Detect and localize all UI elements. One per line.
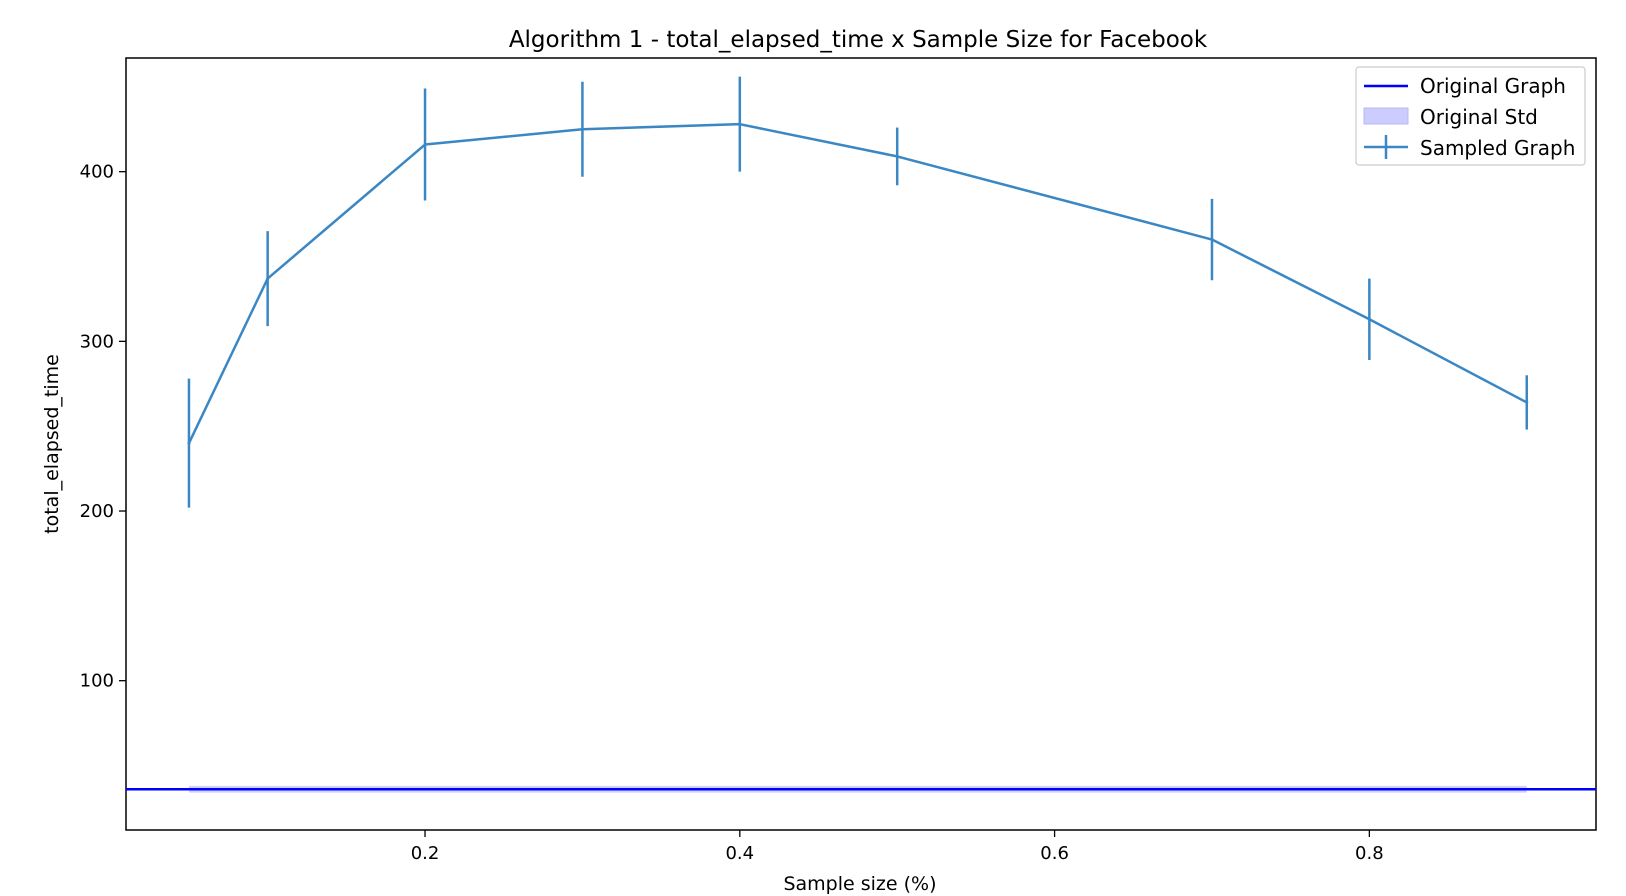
y-tick-label: 200 [80,501,114,522]
sampled-graph-point [423,143,427,147]
sampled-graph-point [1525,400,1529,404]
legend-label-sampled-graph: Sampled Graph [1420,136,1575,160]
sampled-graph-point [895,154,899,158]
sampled-graph-point [1210,238,1214,242]
y-axis-label: total_elapsed_time [41,354,63,534]
x-tick-label: 0.8 [1355,843,1384,864]
legend-label-original-std: Original Std [1420,105,1538,129]
legend: Original Graph Original Std Sampled Grap… [1355,66,1586,166]
legend-label-original-graph: Original Graph [1420,74,1566,98]
x-tick-label: 0.2 [411,843,440,864]
sampled-graph-point [738,122,742,126]
chart-title: Algorithm 1 - total_elapsed_time x Sampl… [509,27,1208,53]
x-axis-label: Sample size (%) [783,873,936,895]
x-tick-label: 0.4 [725,843,754,864]
x-axis: 0.2 0.4 0.6 0.8 [411,830,1384,864]
sampled-graph-point [580,127,584,131]
x-tick-label: 0.6 [1040,843,1069,864]
y-tick-label: 100 [80,671,114,692]
sampled-graph-point [266,277,270,281]
y-tick-label: 400 [80,162,114,183]
y-axis: 100 200 300 400 [80,162,126,692]
sampled-graph-point [1367,317,1371,321]
plot-area [125,57,1597,831]
series-layer [187,76,1529,508]
legend-swatch-original-std [1363,107,1409,125]
plot-frame [125,57,1597,831]
y-tick-label: 300 [80,331,114,352]
legend-box [1355,66,1586,166]
sampled-graph-point [187,441,191,445]
